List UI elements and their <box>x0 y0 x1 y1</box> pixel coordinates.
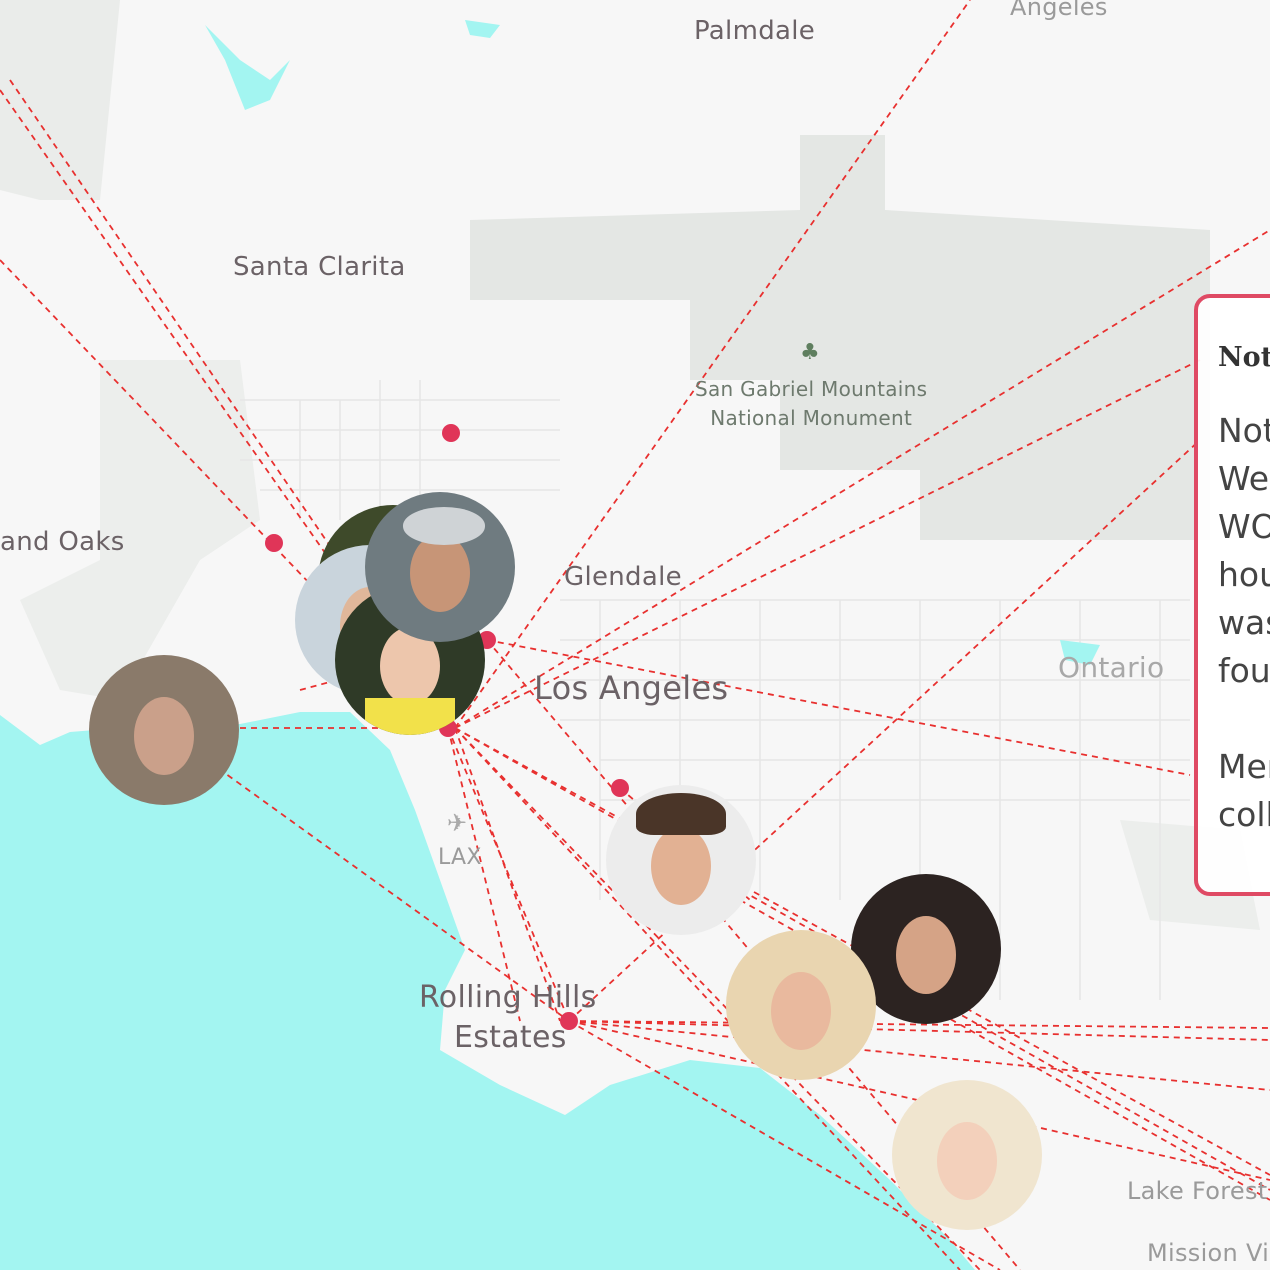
route-line <box>568 1020 1001 1270</box>
map-marker[interactable] <box>442 424 460 442</box>
map-label-lake-forest: Lake Forest <box>1127 1177 1268 1205</box>
route-line <box>454 727 961 1270</box>
avatar[interactable] <box>851 874 1001 1024</box>
avatar[interactable] <box>892 1080 1042 1230</box>
route-line <box>568 1020 1270 1041</box>
route-line <box>454 727 561 1022</box>
map-label-santa-clarita: Santa Clarita <box>233 252 406 282</box>
map-label-rolling-hills-estates: Estates <box>454 1020 567 1055</box>
tree-icon: ♣ <box>800 340 820 365</box>
avatar[interactable] <box>365 492 515 642</box>
map-label-thousand-oaks: and Oaks <box>0 527 125 557</box>
map-label-ontario: Ontario <box>1058 651 1165 684</box>
map-label-angeles: Angeles <box>1010 0 1108 21</box>
map-label-rolling-hills: Rolling Hills <box>419 980 597 1015</box>
avatar[interactable] <box>89 655 239 805</box>
avatar[interactable] <box>726 930 876 1080</box>
map-marker[interactable] <box>265 534 283 552</box>
panel-text-line: Mer <box>1218 747 1270 786</box>
route-line <box>454 727 1270 1191</box>
panel-text-line: Wes <box>1218 459 1270 498</box>
info-panel: Not Not Wes WO hou was fou Mer coll <box>1194 294 1270 896</box>
map-label-palmdale: Palmdale <box>694 16 816 46</box>
map-label-lax: LAX <box>438 845 482 870</box>
route-line <box>447 727 570 1022</box>
water-bodies <box>205 20 1100 665</box>
route-line <box>568 1020 1270 1181</box>
panel-text-line: fou <box>1218 651 1270 690</box>
route-line <box>568 1020 1270 1091</box>
map-label-glendale: Glendale <box>564 562 682 592</box>
pacific-ocean <box>0 712 975 1270</box>
route-line <box>164 729 570 1022</box>
park-label: San Gabriel Mountains National Monument <box>695 375 927 433</box>
panel-text-line: WO <box>1218 507 1270 546</box>
panel-text-line: hou <box>1218 555 1270 594</box>
map-marker[interactable] <box>560 1012 578 1030</box>
panel-title: Not <box>1218 342 1270 373</box>
street-grid <box>240 380 1190 1000</box>
panel-text-line: was <box>1218 603 1270 642</box>
avatar[interactable] <box>606 785 756 935</box>
panel-text-line: coll <box>1218 795 1270 834</box>
park-name-line2: National Monument <box>710 406 913 430</box>
park-name-line1: San Gabriel Mountains <box>695 377 928 401</box>
airplane-icon: ✈ <box>447 809 468 837</box>
route-line <box>568 1020 1270 1029</box>
panel-text-line: Not <box>1218 411 1270 450</box>
route-line <box>486 639 1191 776</box>
route-line <box>454 0 971 729</box>
map-label-mission-viejo: Mission Vi <box>1147 1239 1270 1267</box>
map-label-los-angeles: Los Angeles <box>534 669 729 707</box>
route-line <box>454 229 1270 729</box>
route-line <box>454 727 981 1270</box>
map-marker[interactable] <box>611 779 629 797</box>
park-areas <box>0 0 1260 930</box>
